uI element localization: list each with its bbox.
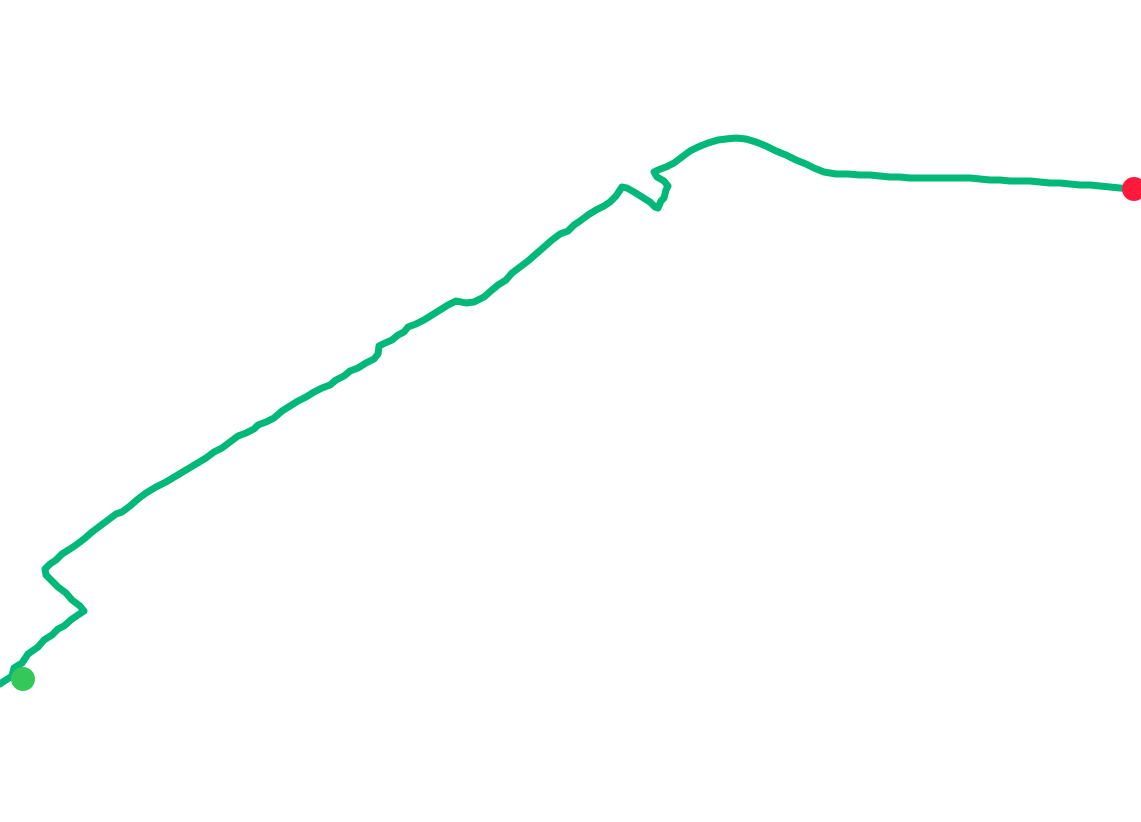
- start-marker[interactable]: [11, 667, 35, 691]
- route-line: [0, 134, 1137, 688]
- end-marker[interactable]: [1122, 177, 1141, 201]
